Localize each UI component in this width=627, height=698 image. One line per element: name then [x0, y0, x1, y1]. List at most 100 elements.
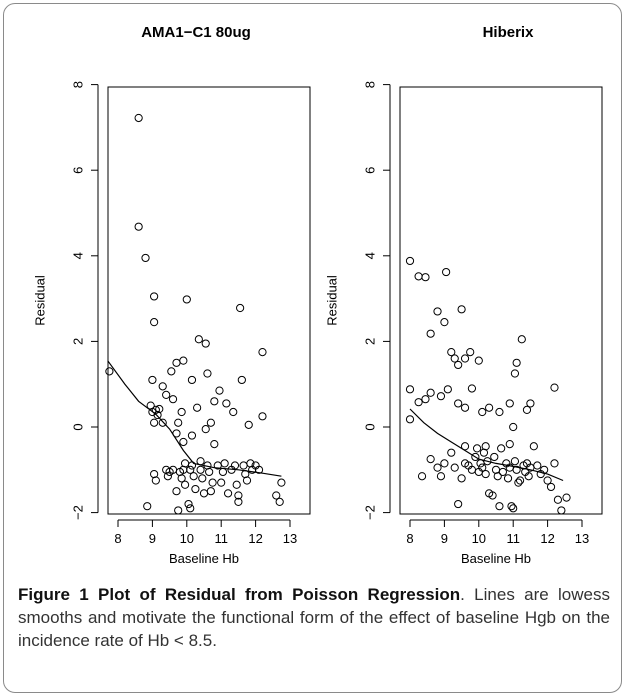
data-point: [454, 399, 463, 408]
y-tick-label: −2: [71, 505, 86, 520]
data-point: [454, 499, 463, 509]
data-point: [478, 463, 487, 472]
data-point: [503, 474, 513, 483]
y-tick-label: 0: [71, 423, 86, 430]
data-point: [557, 506, 566, 515]
data-point: [515, 476, 525, 485]
data-point: [186, 465, 195, 474]
data-point: [162, 390, 171, 399]
data-point: [177, 407, 186, 417]
y-tick-label: 6: [71, 167, 86, 174]
data-point: [201, 425, 210, 434]
data-point: [426, 455, 435, 464]
data-point: [220, 459, 229, 468]
data-point: [483, 457, 492, 466]
data-point: [507, 502, 516, 511]
y-tick-label: 0: [363, 423, 378, 430]
data-point: [414, 398, 423, 407]
data-point: [215, 386, 224, 395]
x-tick-label: 10: [180, 531, 194, 546]
data-point: [505, 440, 514, 449]
data-point: [514, 478, 523, 487]
data-point: [495, 407, 504, 417]
data-point: [258, 348, 267, 357]
data-point: [450, 354, 459, 363]
data-point: [222, 399, 231, 408]
data-point: [196, 465, 205, 474]
lowess-line: [107, 360, 282, 477]
data-point: [466, 348, 475, 357]
data-point: [436, 392, 446, 401]
data-point: [426, 329, 435, 338]
data-point: [234, 491, 243, 500]
data-point: [150, 292, 159, 301]
y-tick-label: 2: [363, 338, 378, 345]
data-point: [524, 472, 533, 481]
data-point: [543, 476, 552, 485]
data-point: [433, 307, 442, 316]
data-point: [242, 476, 252, 485]
data-point: [194, 335, 203, 344]
x-tick-label: 12: [540, 531, 554, 546]
chart-panel-2: Hiberix 8 9 10 11 12 13 −2 0 2 4 6 8 Baseline Hb Resid…: [325, 24, 603, 566]
data-point: [236, 303, 245, 313]
data-point: [546, 482, 556, 492]
data-point: [421, 273, 430, 282]
x-tick-label: 11: [214, 531, 228, 546]
data-point: [179, 356, 188, 365]
data-point: [174, 506, 183, 515]
data-point: [517, 335, 526, 344]
chart-title: AMA1−C1 80ug: [141, 24, 251, 41]
y-axis-label: Residual: [33, 275, 48, 326]
data-point: [258, 412, 267, 421]
data-point: [467, 384, 477, 393]
data-point: [254, 465, 264, 474]
data-point: [143, 502, 152, 511]
data-point: [460, 354, 470, 363]
x-axis-label: Baseline Hb: [461, 551, 531, 566]
data-point: [187, 375, 197, 385]
x-tick-label: 13: [575, 531, 589, 546]
data-point: [481, 469, 490, 479]
data-point: [134, 222, 143, 231]
data-point: [158, 418, 167, 427]
x-tick-label: 8: [114, 531, 121, 546]
data-point: [471, 452, 480, 462]
data-point: [168, 395, 178, 404]
lowess-line: [409, 408, 564, 482]
data-point: [150, 318, 159, 327]
y-tick-label: 6: [363, 167, 378, 174]
data-point: [191, 484, 200, 494]
data-point: [177, 474, 186, 483]
data-point: [440, 459, 449, 468]
data-point: [210, 397, 219, 406]
data-point: [522, 405, 532, 414]
x-tick-label: 9: [149, 531, 156, 546]
data-point: [405, 415, 415, 424]
data-point: [187, 431, 197, 440]
data-point: [490, 452, 499, 462]
data-point: [505, 399, 514, 408]
data-point: [217, 478, 226, 487]
data-point: [414, 272, 423, 281]
figure-plots: AMA1−C1 80ug 8 9 10 11 12 13 −2 0 2 4 6 8 Baseline Hb…: [33, 24, 603, 566]
data-point: [277, 478, 286, 487]
data-point: [158, 382, 167, 391]
data-point: [497, 444, 506, 453]
data-point: [201, 339, 210, 348]
data-point: [153, 410, 162, 420]
data-point: [533, 461, 542, 470]
data-point: [550, 383, 559, 392]
data-point: [205, 467, 214, 477]
data-point: [476, 459, 485, 468]
data-point: [155, 404, 164, 414]
data-point: [134, 113, 143, 123]
data-point: [509, 504, 518, 513]
x-tick-label: 10: [472, 531, 486, 546]
x-tick-label: 11: [506, 531, 520, 546]
data-point: [495, 502, 504, 511]
data-point: [193, 403, 202, 412]
data-point: [172, 487, 181, 496]
data-point: [206, 487, 215, 496]
data-point: [237, 375, 246, 385]
